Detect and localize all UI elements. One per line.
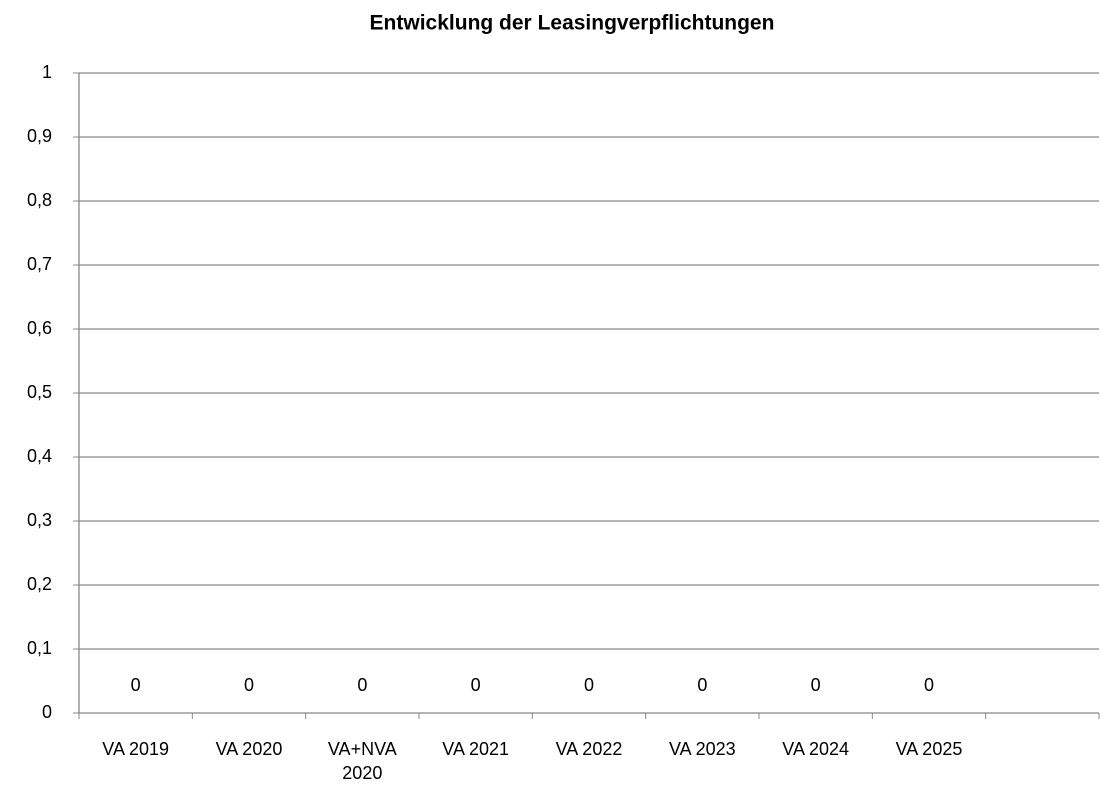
y-tick-label: 0,4	[27, 446, 52, 466]
y-tick-label: 0,9	[27, 126, 52, 146]
x-tick-label: VA 2025	[895, 739, 963, 759]
chart-title: Entwicklung der Leasingverpflichtungen	[370, 12, 775, 35]
x-tick-label: VA 2023	[668, 739, 736, 759]
x-tick-label: VA 2021	[442, 739, 510, 759]
y-tick-label: 0,3	[27, 510, 52, 530]
data-label: 0	[244, 675, 254, 695]
data-label: 0	[584, 675, 594, 695]
y-tick-label: 0,1	[27, 638, 52, 658]
data-label: 0	[924, 675, 934, 695]
y-tick-label: 0	[42, 702, 52, 722]
x-tick-label: VA 2022	[555, 739, 623, 759]
y-tick-label: 0,6	[27, 318, 52, 338]
data-label: 0	[471, 675, 481, 695]
data-label: 0	[697, 675, 707, 695]
data-label: 0	[357, 675, 367, 695]
y-tick-label: 0,7	[27, 254, 52, 274]
x-tick-label: VA 2020	[215, 739, 283, 759]
y-tick-label: 0,2	[27, 574, 52, 594]
data-label: 0	[131, 675, 141, 695]
data-label: 0	[811, 675, 821, 695]
y-tick-label: 1	[42, 62, 52, 82]
x-tick-label: VA 2024	[782, 739, 850, 759]
x-tick-label: VA+NVA 2020	[327, 739, 397, 783]
y-tick-label: 0,5	[27, 382, 52, 402]
x-tick-label: VA 2019	[102, 739, 170, 759]
y-tick-label: 0,8	[27, 190, 52, 210]
